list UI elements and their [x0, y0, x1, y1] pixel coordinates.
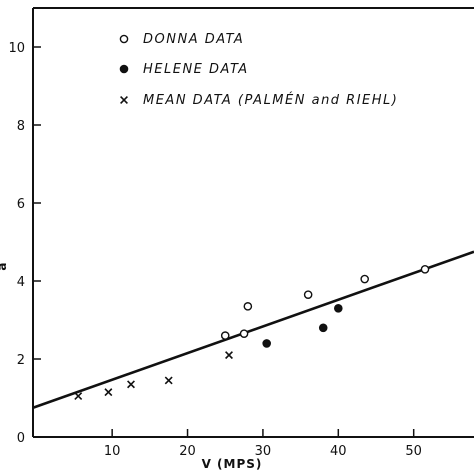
legend-marker-1: [119, 34, 129, 44]
x-tick-label: 30: [255, 444, 272, 459]
legend-marker-3: [120, 96, 128, 104]
data-point-series-3: [225, 351, 233, 360]
y-tick-label: 6: [17, 197, 25, 212]
fit-line: [32, 250, 474, 409]
y-tick-label: 4: [17, 275, 25, 290]
legend-label-2: HELENE DATA: [143, 62, 249, 77]
legend-marker-2: [119, 64, 129, 74]
x-tick-label: 10: [104, 444, 121, 459]
data-point-series-1: [360, 274, 369, 284]
legend-label-1: DONNA DATA: [143, 32, 244, 47]
data-point-series-1: [420, 264, 430, 274]
data-point-series-2: [318, 323, 328, 333]
x-tick-label: 40: [330, 444, 347, 459]
x-tick-label: 20: [179, 444, 196, 459]
fit-line-group: [32, 250, 474, 409]
y-tick-label: 8: [17, 119, 25, 134]
x-axis-title: V (MPS): [202, 457, 263, 471]
y-axis-title: a: [0, 261, 9, 270]
data-point-series-3: [104, 388, 113, 397]
data-point-series-3: [164, 376, 173, 385]
data-point-series-2: [262, 339, 271, 348]
data-point-series-1: [243, 302, 253, 311]
data-point-series-3: [74, 392, 83, 401]
data-point-series-1: [239, 329, 249, 338]
legend-label-3: MEAN DATA (PALMÉN and RIEHL): [143, 92, 398, 108]
data-point-series-2: [334, 304, 343, 313]
data-point-series-3: [127, 380, 135, 389]
y-tick-label: 0: [17, 431, 25, 446]
data-point-series-1: [303, 290, 313, 299]
legend: DONNA DATA HELENE DATA MEAN DATA (PALMÉN a…: [119, 32, 398, 108]
y-tick-label: 2: [17, 353, 25, 368]
data-point-series-1: [220, 331, 230, 340]
axes: 10 20 30 40 50 0 2 4 6 8 10: [8, 7, 474, 459]
y-tick-label: 10: [8, 41, 25, 56]
x-tick-label: 50: [405, 444, 422, 459]
data-points: [74, 264, 430, 401]
